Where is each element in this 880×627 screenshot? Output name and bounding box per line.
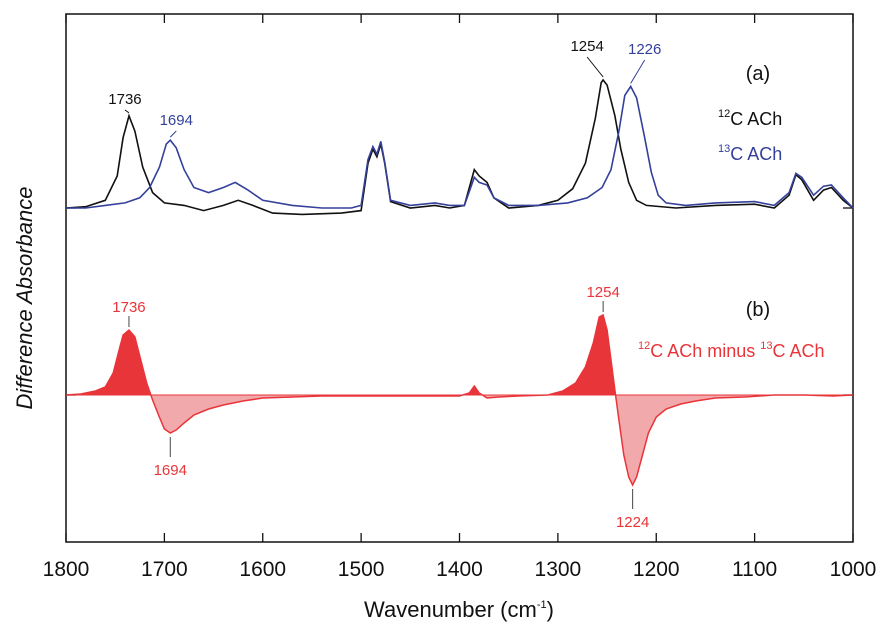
x-tick-label: 1700 [141, 558, 188, 581]
peak-label: 1736 [112, 299, 145, 316]
legend-difference: 12C ACh minus 13C ACh [638, 340, 825, 361]
peak-leader-line [586, 56, 604, 78]
peak-label: 1254 [570, 38, 603, 55]
x-tick-label: 1500 [338, 558, 385, 581]
panel-b-label: (b) [746, 299, 770, 321]
series-13c-line [66, 84, 854, 209]
peak-label: 1694 [160, 112, 193, 129]
x-tick-label: 1600 [239, 558, 286, 581]
x-axis-title: Wavenumber (cm-1) [364, 597, 554, 622]
peak-leader-line [630, 59, 646, 84]
peak-label: 1694 [154, 462, 187, 479]
peak-label: 1254 [586, 284, 619, 301]
difference-positive-area [66, 315, 853, 395]
peak-annotations: 1736 1694 1254 1226 1736 1694 1254 1224 [108, 38, 661, 531]
peak-leader-line [124, 109, 130, 114]
panel-b-series [65, 313, 854, 487]
x-tick-label: 1200 [633, 558, 680, 581]
x-tick-label: 1000 [830, 558, 877, 581]
peak-label: 1226 [628, 41, 661, 58]
peak-label: 1736 [108, 91, 141, 108]
baselines [66, 207, 853, 396]
difference-line [65, 313, 854, 487]
x-tick-label: 1100 [732, 558, 777, 581]
peak-label: 1224 [616, 514, 649, 531]
series-12c-line [65, 78, 854, 216]
x-tick-label: 1800 [43, 558, 90, 581]
legend-12c: 12C ACh [718, 108, 782, 129]
peak-leader-line [169, 130, 177, 138]
x-ticks: 1800 1700 1600 1500 1400 1300 1200 1100 1000 [43, 14, 877, 581]
panel-a-series [65, 78, 854, 216]
panel-a-label: (a) [746, 63, 770, 85]
y-axis-title: Difference Absorbance [12, 187, 37, 410]
x-tick-label: 1300 [535, 558, 582, 581]
x-tick-label: 1400 [436, 558, 483, 581]
legend-13c: 13C ACh [718, 143, 782, 164]
